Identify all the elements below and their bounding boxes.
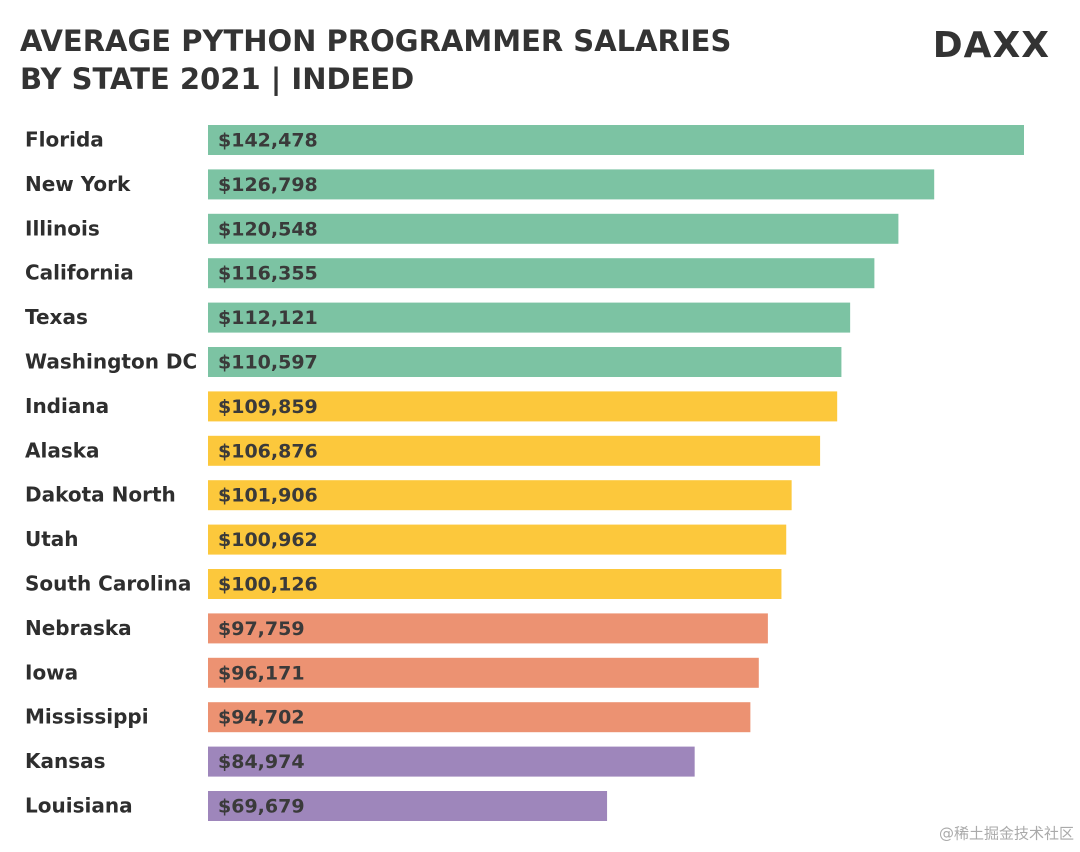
category-label: Alaska — [25, 438, 100, 462]
value-label: $126,798 — [218, 174, 318, 196]
value-label: $96,171 — [218, 662, 305, 684]
value-label: $106,876 — [218, 440, 318, 462]
category-label: Nebraska — [25, 616, 132, 640]
category-label: Utah — [25, 527, 79, 551]
chart-title: AVERAGE PYTHON PROGRAMMER SALARIES BY ST… — [20, 24, 732, 96]
value-label: $110,597 — [218, 352, 318, 374]
bar — [208, 169, 935, 200]
bar — [208, 125, 1024, 155]
category-label: Florida — [25, 128, 104, 152]
value-label: $94,702 — [218, 707, 305, 729]
logo: DAXX — [933, 25, 1050, 66]
value-label: $142,478 — [218, 130, 318, 152]
bar — [208, 302, 851, 333]
category-label: Iowa — [25, 660, 78, 684]
bar — [208, 657, 759, 688]
bar — [208, 791, 608, 821]
category-label: California — [25, 261, 134, 285]
category-label: Indiana — [25, 394, 109, 418]
category-label: New York — [25, 172, 131, 196]
bar — [208, 258, 875, 289]
value-label: $69,679 — [218, 796, 305, 818]
watermark: @稀土掘金技术社区 — [939, 825, 1074, 843]
bar — [208, 746, 695, 777]
bar — [208, 702, 751, 733]
value-label: $100,126 — [218, 574, 318, 596]
bar — [208, 435, 821, 466]
bar — [208, 391, 838, 422]
bar — [208, 569, 782, 599]
category-label: Mississippi — [25, 705, 149, 729]
value-label: $100,962 — [218, 529, 318, 551]
category-label: Washington DC — [25, 350, 197, 374]
category-label: Dakota North — [25, 483, 176, 507]
category-label: Louisiana — [25, 794, 133, 818]
value-label: $97,759 — [218, 618, 305, 640]
value-label: $84,974 — [218, 751, 305, 773]
value-label: $120,548 — [218, 218, 318, 240]
value-label: $112,121 — [218, 307, 318, 329]
bar — [208, 613, 768, 644]
category-label: Texas — [25, 305, 88, 329]
bar — [208, 347, 842, 377]
category-label: Illinois — [25, 216, 100, 240]
title-box: AVERAGE PYTHON PROGRAMMER SALARIES BY ST… — [20, 24, 732, 96]
category-label: South Carolina — [25, 572, 191, 596]
value-label: $109,859 — [218, 396, 318, 418]
value-label: $101,906 — [218, 485, 318, 507]
value-label: $116,355 — [218, 263, 318, 285]
bar — [208, 213, 899, 244]
category-label: Kansas — [25, 749, 106, 773]
bar — [208, 480, 792, 511]
bar — [208, 524, 787, 555]
